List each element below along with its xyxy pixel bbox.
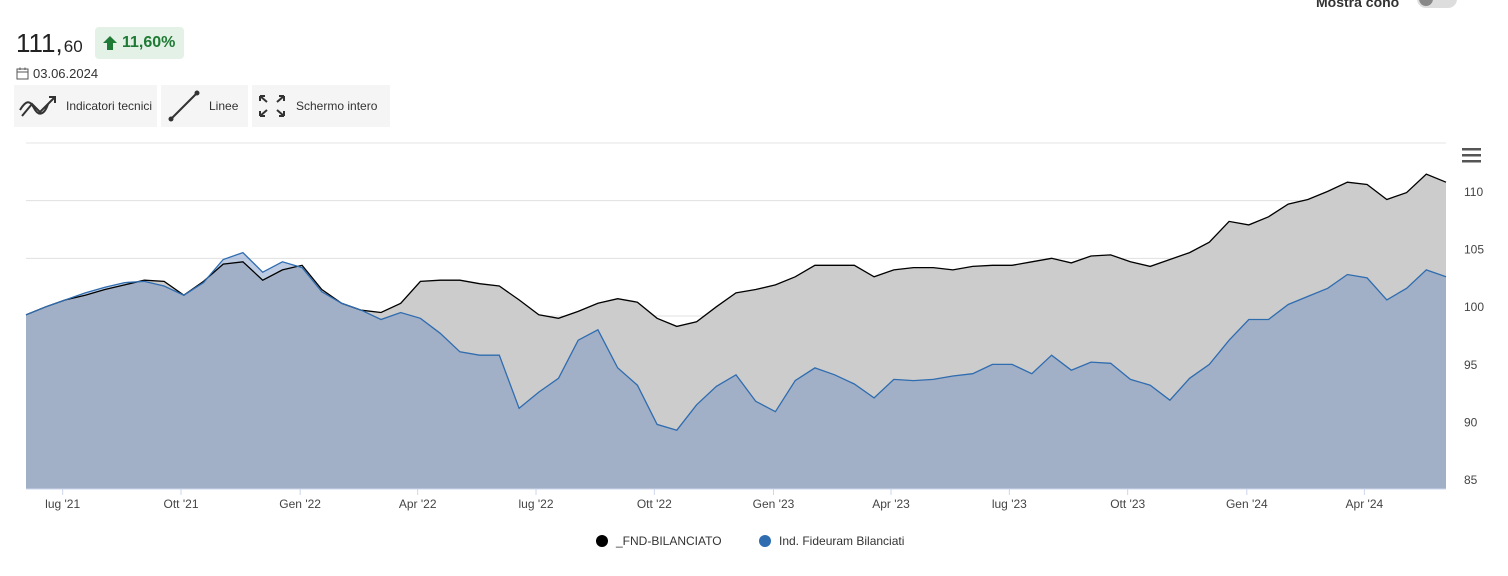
toggle-knob [1419, 0, 1433, 6]
price-main: 111, [16, 28, 63, 58]
menu-icon[interactable] [1462, 148, 1481, 163]
x-tick-label: Apr '22 [399, 497, 437, 511]
y-tick-label: 95 [1464, 358, 1478, 372]
change-badge: 11,60% [95, 27, 184, 59]
button-fullscreen[interactable]: Schermo intero [252, 85, 390, 127]
button-label: Schermo intero [296, 99, 378, 113]
price: 111, 60 [16, 28, 83, 58]
x-tick-label: Gen '24 [1226, 497, 1268, 511]
x-tick-label: Ott '22 [637, 497, 672, 511]
legend-marker [596, 535, 608, 547]
area [26, 174, 1446, 489]
x-tick-label: Ott '23 [1110, 497, 1145, 511]
button-label: Linee [209, 99, 239, 113]
up-arrow [103, 36, 117, 50]
button-label: Indicatori tecnici [66, 99, 153, 113]
date-row: 03.06.2024 [16, 66, 98, 81]
toggle[interactable] [1417, 0, 1457, 8]
y-tick-label: 100 [1464, 300, 1484, 314]
x-tick-label: Gen '22 [279, 497, 321, 511]
lines-icon [168, 90, 200, 122]
legend-label: Ind. Fideuram Bilanciati [779, 534, 904, 548]
y-tick-label: 105 [1464, 243, 1484, 257]
price-decimals: 60 [63, 37, 83, 56]
change: 11,60% [122, 34, 176, 51]
calendar-icon [16, 67, 29, 80]
y-tick-label: 85 [1464, 473, 1478, 487]
toggle-label: Mostra cono [1316, 0, 1400, 10]
area [26, 252, 1446, 489]
date: 03.06.2024 [33, 66, 99, 81]
x-tick-label: Apr '24 [1346, 497, 1384, 511]
legend-label: _FND-BILANCIATO [615, 534, 722, 548]
y-tick-label: 90 [1464, 416, 1478, 430]
x-tick-label: lug '21 [45, 497, 80, 511]
line [25, 173, 1447, 328]
x-tick-label: lug '22 [519, 497, 554, 511]
line [25, 251, 1447, 431]
button-lines[interactable]: Linee [161, 85, 248, 127]
x-tick-label: lug '23 [992, 497, 1027, 511]
x-tick-label: Apr '23 [872, 497, 910, 511]
y-tick-label: 110 [1464, 185, 1483, 199]
fullscreen-icon [259, 95, 285, 117]
x-tick-label: Gen '23 [753, 497, 795, 511]
x-tick-label: Ott '21 [164, 497, 199, 511]
indicators-icon [19, 96, 56, 117]
legend-marker [759, 535, 771, 547]
button-indicators[interactable]: Indicatori tecnici [14, 85, 157, 127]
